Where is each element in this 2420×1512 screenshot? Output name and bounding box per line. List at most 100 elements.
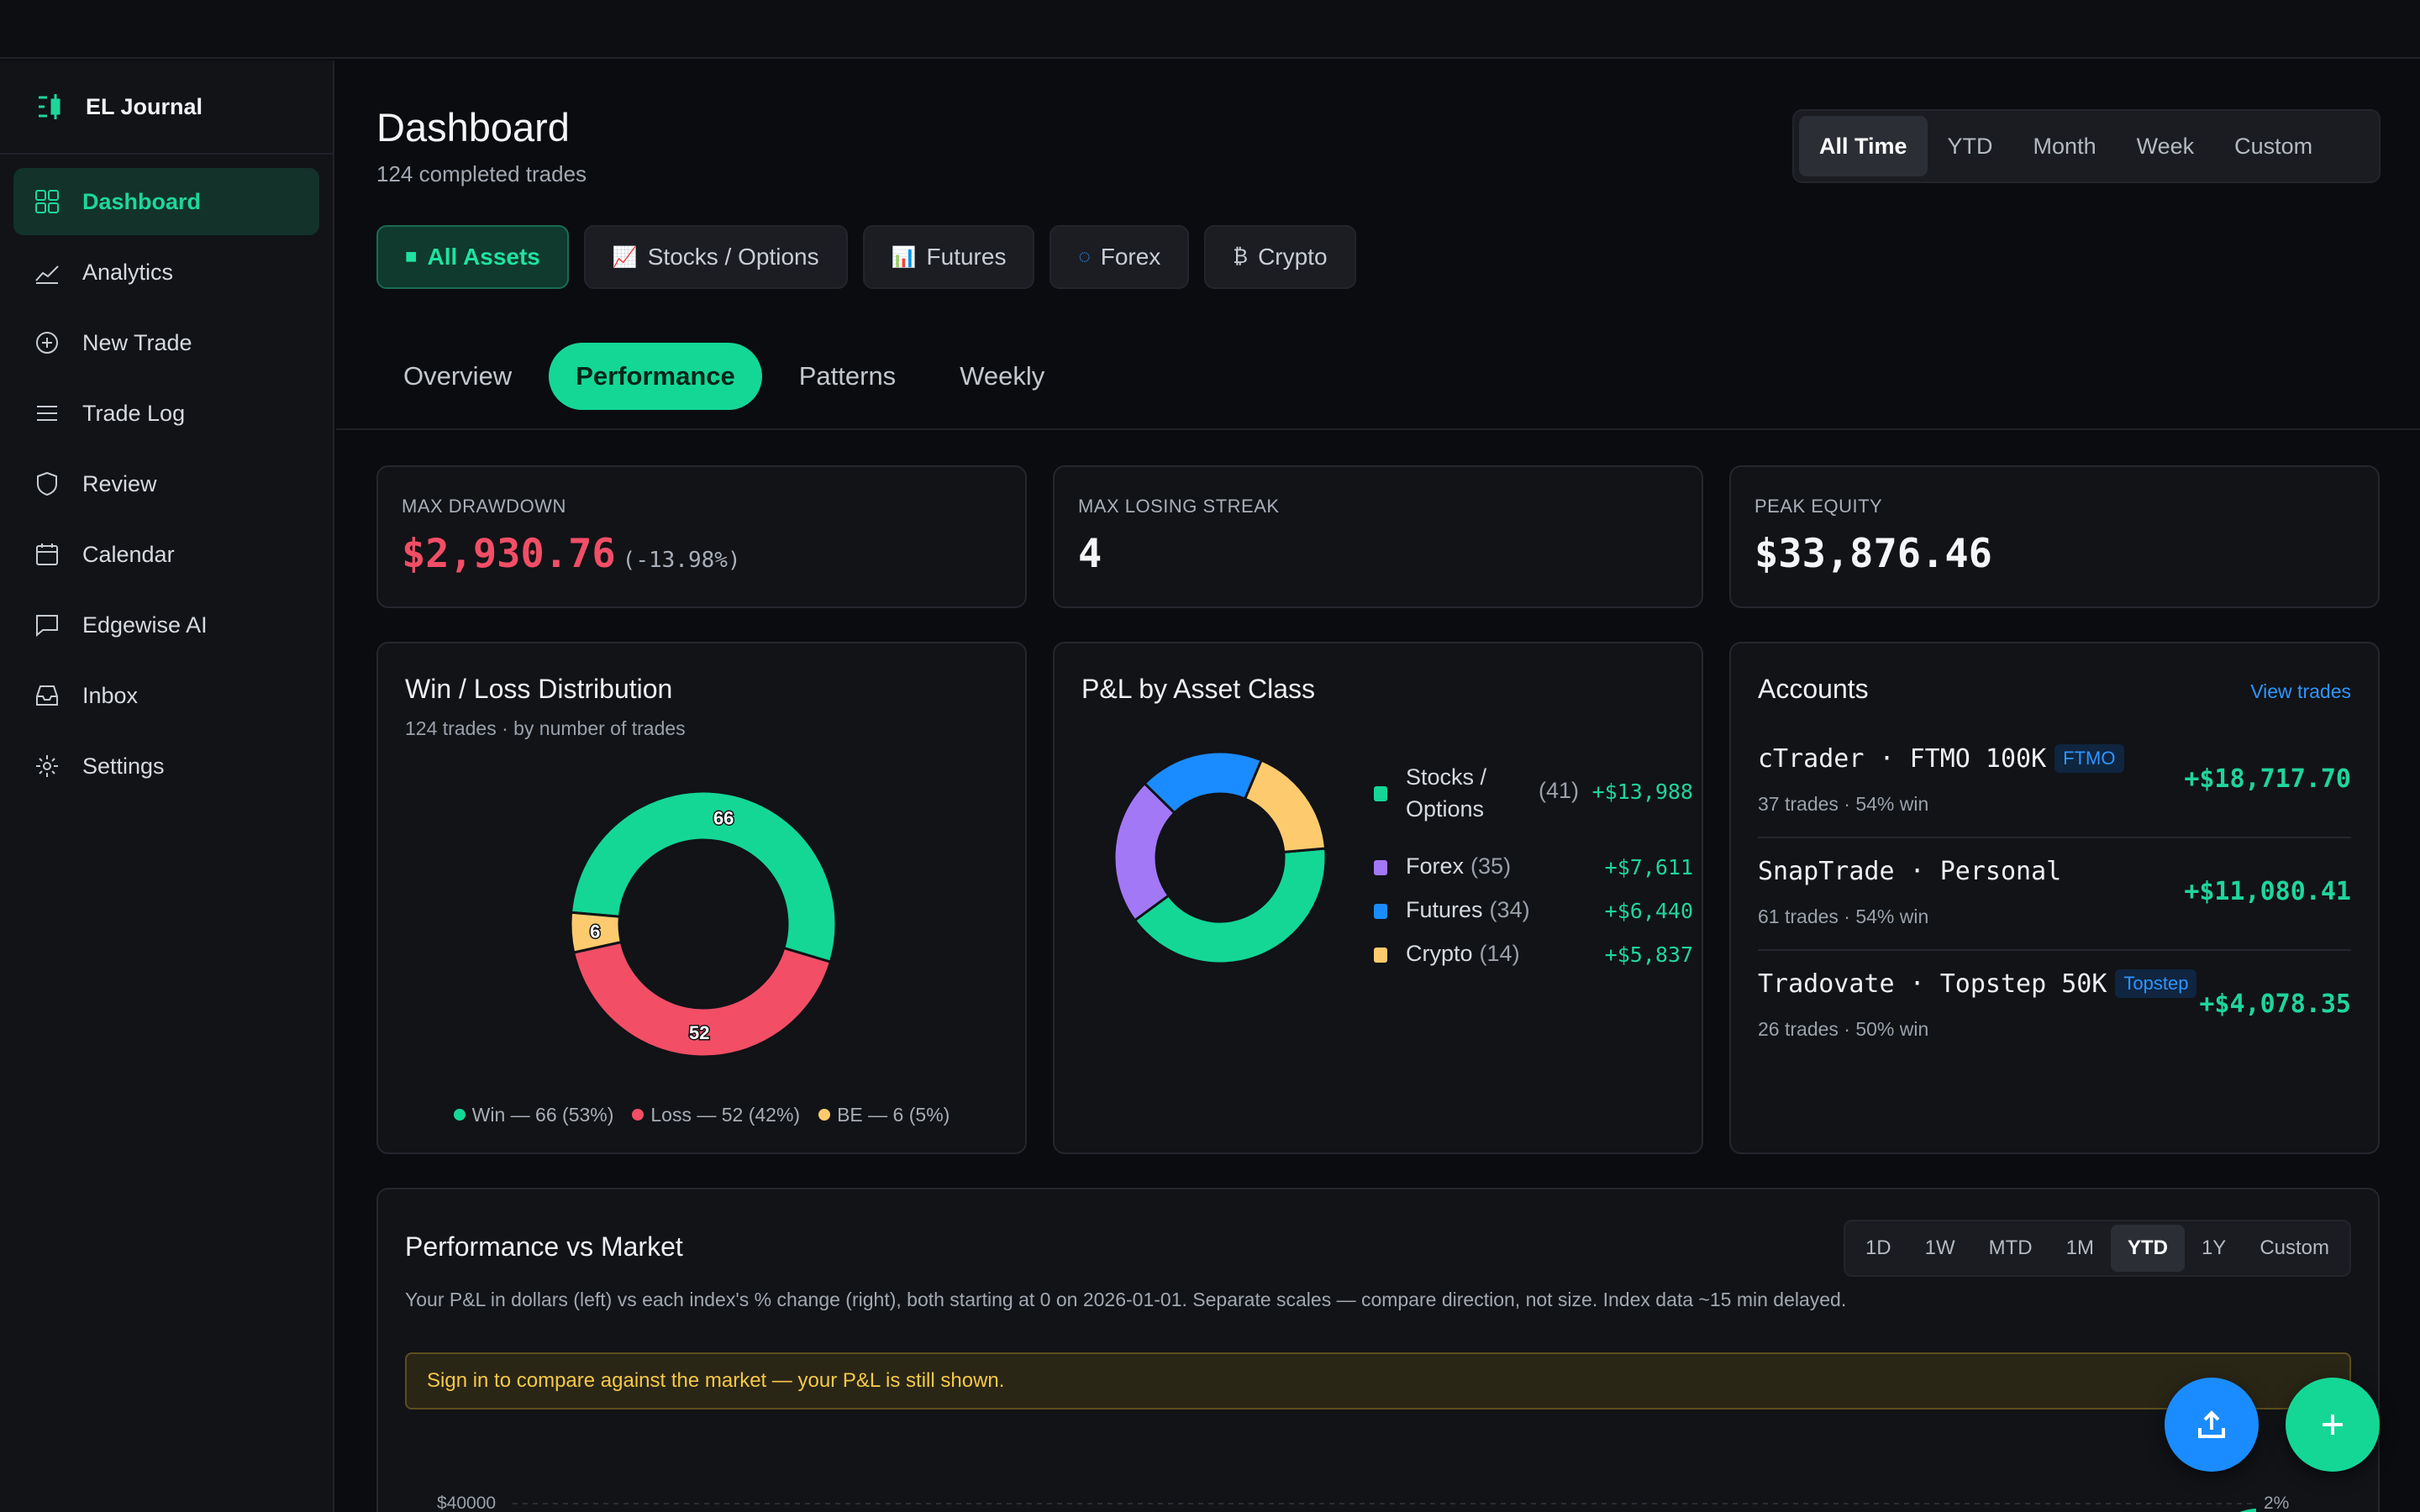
sidebar-item-label: New Trade: [82, 329, 192, 355]
tab-performance[interactable]: Performance: [549, 343, 762, 410]
sidebar-item-edgewise-ai[interactable]: Edgewise AI: [13, 591, 319, 659]
pvm-description: Your P&L in dollars (left) vs each index…: [405, 1289, 1847, 1310]
brand[interactable]: EL Journal: [0, 60, 333, 155]
asset-filter-label: Stocks / Options: [647, 244, 819, 270]
card-title: Performance vs Market: [405, 1231, 683, 1262]
account-row[interactable]: cTrader · FTMO 100K FTMO 37 trades · 54% …: [1758, 726, 2351, 838]
sidebar-item-inbox[interactable]: Inbox: [13, 662, 319, 729]
legend-swatch-be: [818, 1108, 831, 1121]
accounts-card: Accounts View trades cTrader · FTMO 100K…: [1729, 642, 2380, 1154]
exchange-icon: ◌: [1078, 245, 1091, 268]
asset-filter-futures[interactable]: 📊 Futures: [862, 225, 1035, 289]
asset-name: Crypto (14): [1406, 941, 1520, 967]
account-name-text: Tradovate · Topstep 50K: [1758, 969, 2107, 999]
tab-overview[interactable]: Overview: [403, 361, 513, 391]
shield-icon: [37, 471, 57, 496]
tab-weekly[interactable]: Weekly: [960, 361, 1045, 391]
range-month[interactable]: Month: [2033, 133, 2096, 159]
account-row[interactable]: SnapTrade · Personal 61 trades · 54% win…: [1758, 838, 2351, 951]
max-losing-streak-card: MAX LOSING STREAK 4: [1053, 465, 1703, 608]
pvm-range-custom[interactable]: Custom: [2260, 1236, 2329, 1259]
sidebar-item-settings[interactable]: Settings: [13, 732, 319, 800]
sidebar-item-label: Trade Log: [82, 400, 186, 426]
add-trade-fab[interactable]: [2286, 1378, 2380, 1472]
asset-name: Futures (34): [1406, 897, 1530, 923]
donut-slice-loss[interactable]: [571, 940, 833, 1058]
tab-divider: [336, 428, 2420, 430]
sidebar-item-calendar[interactable]: Calendar: [13, 521, 319, 588]
pl-by-asset-card: P&L by Asset Class Stocks / Options (41)…: [1053, 642, 1703, 1154]
account-summary: 37 trades · 54% win: [1758, 793, 1929, 815]
account-name-text: SnapTrade · Personal: [1758, 857, 2062, 886]
account-summary: 26 trades · 50% win: [1758, 1018, 1929, 1040]
account-row[interactable]: Tradovate · Topstep 50K Topstep 26 trades…: [1758, 951, 2351, 1063]
legend-item-loss: Loss — 52 (42%): [632, 1104, 800, 1126]
peak-equity-value: $33,876.46: [1754, 531, 1992, 577]
asset-filter-stocks-options[interactable]: 📈 Stocks / Options: [583, 225, 848, 289]
count-value: 14: [1486, 941, 1512, 966]
gear-icon: [36, 755, 58, 777]
max-drawdown-value: $2,930.76 (-13.98%): [402, 531, 741, 577]
pvm-range-1y[interactable]: 1Y: [2201, 1236, 2227, 1259]
asset-label: Futures: [1406, 897, 1483, 922]
pvm-range-mtd[interactable]: MTD: [1988, 1236, 2033, 1259]
account-name: SnapTrade · Personal: [1758, 857, 2061, 886]
account-pnl: +$4,078.35: [2199, 990, 2351, 1019]
account-summary: 61 trades · 54% win: [1758, 906, 1929, 927]
tab-patterns[interactable]: Patterns: [798, 361, 897, 391]
pl-row-crypto: Crypto (14) +$5,837: [1374, 932, 1693, 976]
sidebar-item-dashboard[interactable]: Dashboard: [13, 168, 319, 235]
pvm-range-ytd[interactable]: YTD: [2110, 1225, 2185, 1272]
pvm-gridline: [513, 1503, 2257, 1512]
peak-equity-card: PEAK EQUITY $33,876.46: [1729, 465, 2380, 608]
range-ytd[interactable]: YTD: [1947, 133, 1993, 159]
donut-slice-crypto[interactable]: [1243, 759, 1328, 854]
card-subtitle: 124 trades · by number of trades: [405, 717, 686, 739]
asset-name: Forex (35): [1406, 853, 1511, 879]
main-content: Dashboard 124 completed trades All Time …: [336, 60, 2420, 1512]
page-subtitle: 124 completed trades: [376, 161, 587, 186]
asset-filter-forex[interactable]: ◌ Forex: [1050, 225, 1190, 289]
range-custom[interactable]: Custom: [2234, 133, 2313, 159]
asset-filter-crypto[interactable]: ₿ Crypto: [1204, 225, 1356, 289]
win-loss-card: Win / Loss Distribution 124 trades · by …: [376, 642, 1027, 1154]
sidebar-item-label: Edgewise AI: [82, 612, 208, 638]
donut-slice-stocks-options[interactable]: [1133, 847, 1328, 965]
chart-up-icon: 📈: [612, 245, 638, 269]
donut-slice-forex[interactable]: [1113, 781, 1176, 922]
donut-slice-be[interactable]: [569, 911, 623, 954]
account-pnl: +$18,717.70: [2184, 764, 2351, 794]
calendar-icon: [36, 543, 58, 565]
pvm-range-selector: 1D 1W MTD 1M YTD 1Y Custom: [1843, 1220, 2351, 1277]
sidebar-item-review[interactable]: Review: [13, 450, 319, 517]
sidebar-item-trade-log[interactable]: Trade Log: [13, 380, 319, 447]
pvm-range-1m[interactable]: 1M: [2065, 1236, 2094, 1259]
legend-label: Loss — 52 (42%): [650, 1104, 801, 1126]
count-value: 34: [1497, 897, 1523, 922]
pl-asset-legend: Stocks / Options (41) +$13,988 Forex (35)…: [1374, 761, 1693, 976]
range-week[interactable]: Week: [2136, 133, 2195, 159]
pl-row-stocks: Stocks / Options (41) +$13,988: [1374, 761, 1693, 845]
sidebar-item-new-trade[interactable]: New Trade: [13, 309, 319, 376]
y-axis-right-tick: 2%: [2264, 1494, 2290, 1512]
legend-item-be: BE — 6 (5%): [818, 1104, 950, 1126]
asset-filter-all[interactable]: ■ All Assets: [376, 225, 569, 289]
view-trades-link[interactable]: View trades: [2250, 680, 2351, 702]
account-badge: FTMO: [2054, 744, 2124, 773]
pvm-range-1w[interactable]: 1W: [1924, 1236, 1955, 1259]
donut-slice-win[interactable]: [569, 790, 838, 964]
win-loss-legend: Win — 66 (53%) Loss — 52 (42%) BE — 6 (5…: [378, 1104, 1025, 1126]
asset-count: (41): [1539, 778, 1580, 803]
asset-filter-label: Crypto: [1258, 244, 1328, 270]
asset-pnl: +$13,988: [1591, 780, 1693, 804]
asset-count: (34): [1489, 897, 1530, 922]
upload-fab[interactable]: [2165, 1378, 2259, 1472]
sidebar-item-analytics[interactable]: Analytics: [13, 239, 319, 306]
pvm-range-1d[interactable]: 1D: [1865, 1236, 1891, 1259]
range-all-time[interactable]: All Time: [1799, 116, 1928, 176]
top-bar: [0, 0, 2420, 59]
sign-in-alert[interactable]: Sign in to compare against the market — …: [405, 1352, 2351, 1410]
bar-chart-icon: 📊: [891, 245, 917, 269]
chat-bubble-icon: [36, 615, 58, 638]
sidebar-item-label: Settings: [82, 753, 165, 779]
